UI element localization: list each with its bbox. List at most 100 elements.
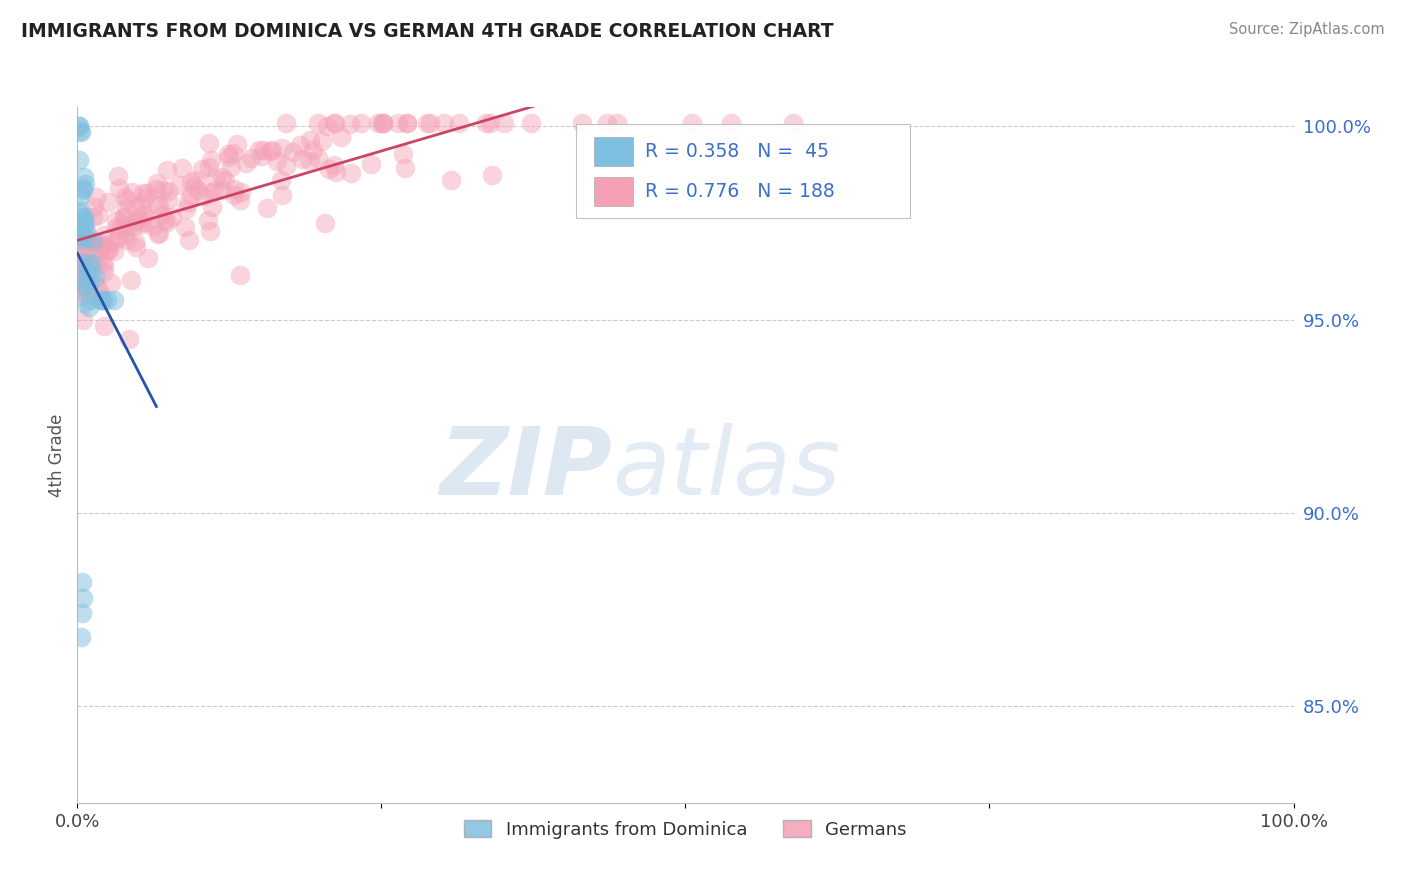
Point [520, 115, 543, 129]
Point [83, 201, 105, 215]
Point [75, 277, 97, 291]
Point [360, 157, 382, 171]
FancyBboxPatch shape [595, 137, 633, 166]
Point [419, 115, 441, 129]
Point [103, 293, 125, 308]
Point [148, 199, 170, 213]
Point [67, 206, 90, 220]
Point [70, 219, 93, 233]
Point [67, 120, 90, 134]
Point [73, 218, 96, 232]
Point [91, 256, 114, 270]
Point [76, 234, 98, 248]
Point [266, 154, 288, 169]
Point [124, 215, 146, 229]
Point [231, 185, 253, 199]
Point [291, 153, 314, 167]
Point [90, 239, 112, 253]
Point [112, 210, 135, 224]
Point [340, 166, 363, 180]
Point [350, 115, 373, 129]
Point [72, 591, 94, 605]
Point [307, 115, 329, 129]
Point [107, 181, 129, 195]
Point [90, 293, 112, 308]
Point [69, 289, 91, 303]
Point [69, 255, 91, 269]
Point [211, 183, 233, 197]
Point [73, 178, 96, 192]
Point [80, 238, 103, 252]
Point [124, 201, 146, 215]
Point [191, 161, 214, 176]
Point [281, 145, 304, 159]
Point [118, 332, 141, 346]
Point [396, 115, 419, 129]
Point [93, 293, 115, 308]
Point [73, 170, 96, 185]
Point [90, 293, 112, 308]
Point [323, 158, 346, 172]
Point [69, 124, 91, 138]
Point [70, 233, 93, 247]
Point [187, 183, 209, 197]
Point [67, 120, 90, 134]
Point [217, 147, 239, 161]
Point [84, 189, 107, 203]
Point [270, 172, 292, 186]
Point [135, 186, 157, 200]
Point [96, 244, 118, 258]
Point [433, 115, 456, 129]
Point [87, 281, 110, 295]
Point [416, 115, 439, 129]
Point [114, 190, 136, 204]
Point [90, 288, 112, 302]
Point [172, 161, 194, 175]
Point [72, 230, 94, 244]
Point [219, 160, 242, 174]
Point [134, 190, 156, 204]
Point [229, 268, 252, 283]
Point [70, 607, 93, 621]
Point [387, 115, 409, 129]
Point [229, 193, 252, 207]
Point [91, 239, 114, 253]
Point [84, 277, 107, 291]
Point [256, 201, 278, 215]
Point [259, 144, 281, 158]
Point [72, 210, 94, 224]
Point [125, 240, 148, 254]
Point [93, 227, 115, 242]
Point [370, 115, 392, 129]
Point [107, 231, 129, 245]
Point [70, 575, 93, 590]
Point [72, 181, 94, 195]
Text: ZIP: ZIP [440, 423, 613, 515]
Point [298, 154, 321, 169]
Y-axis label: 4th Grade: 4th Grade [48, 413, 66, 497]
Point [322, 115, 344, 129]
Point [395, 115, 418, 129]
Point [75, 224, 97, 238]
Point [211, 169, 233, 184]
Point [104, 220, 127, 235]
Point [76, 287, 98, 301]
Point [70, 240, 93, 254]
Point [197, 136, 219, 150]
Point [323, 115, 346, 129]
Point [605, 115, 627, 129]
Point [72, 241, 94, 255]
Point [270, 188, 292, 202]
Point [193, 189, 215, 203]
Point [146, 198, 169, 212]
Point [136, 251, 159, 265]
Text: Source: ZipAtlas.com: Source: ZipAtlas.com [1229, 22, 1385, 37]
Point [198, 161, 221, 175]
Point [110, 219, 132, 233]
Point [339, 117, 361, 131]
Point [160, 210, 183, 224]
Point [174, 202, 197, 216]
Point [247, 144, 270, 158]
Point [307, 151, 329, 165]
Point [69, 125, 91, 139]
